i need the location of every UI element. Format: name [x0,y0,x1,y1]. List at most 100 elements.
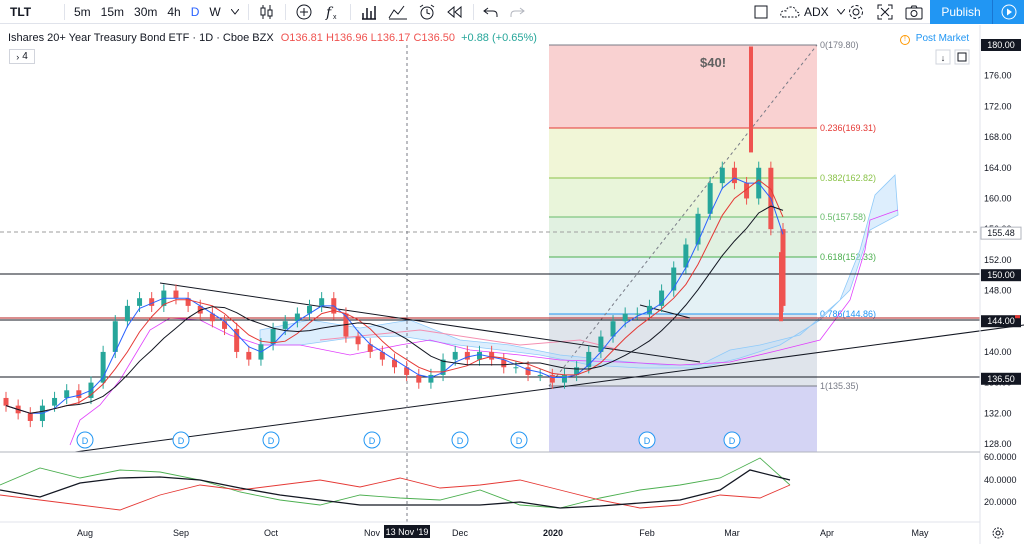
redo-button[interactable] [504,0,530,24]
chevron-right-icon: › [16,51,20,62]
fib-zone [549,257,817,314]
fib-zone [549,45,817,128]
dividend-marker [363,431,381,449]
time-tick: May [911,528,929,538]
svg-text:x: x [333,14,337,21]
interval-5m[interactable]: 5m [74,4,91,19]
financials-button[interactable] [355,0,383,24]
price-label-bg [981,39,1021,51]
settings-button[interactable] [842,0,870,24]
dividend-marker [76,431,94,449]
fib-label: 0(179.80) [820,40,859,50]
interval-15m[interactable]: 15m [100,4,125,19]
separator [247,3,249,20]
indicator-selector[interactable]: ADX [774,0,850,24]
trend-line [74,324,1024,453]
price-chart[interactable]: 0(179.80) 0.236(169.31) 0.382(162.82) 0.5(1… [0,25,1024,544]
symbol-name: Ishares 20+ Year Treasury Bond ETF · 1D … [8,32,274,44]
price-label-bg [981,269,1021,282]
candle [489,351,495,360]
candle [355,336,361,345]
price-tick: 164.00 [984,163,1012,173]
ma-fast-line [5,177,784,414]
plus-di-line [0,457,791,509]
candle [404,367,410,375]
price-change: +0.88 (+0.65%) [461,32,537,44]
dividend-label: D [457,436,464,446]
price-label: 144.00 [987,316,1015,326]
price-tick: 132.00 [984,408,1012,418]
intervals-dropdown[interactable] [226,0,244,24]
price-tick: 160.00 [984,193,1012,203]
price-tick: 168.00 [984,132,1012,142]
redo-icon [510,7,525,17]
cloud-span [69,209,899,446]
fib-label: 1(135.35) [820,381,859,391]
indicators-collapse-button[interactable]: › 4 [9,49,35,64]
plus-circle-icon [296,4,312,19]
fullscreen-toggle[interactable] [748,0,774,24]
dividend-label: D [729,436,736,446]
osc-tick: 40.0000 [984,475,1017,485]
gear-icon [992,527,1004,539]
publish-menu-button[interactable] [992,0,1024,24]
candle [683,244,689,268]
candle [27,413,33,421]
play-icon [1001,4,1016,20]
candle [779,252,783,322]
gear-icon-center [995,530,1001,536]
chart-style-button[interactable] [253,0,281,24]
candle [744,183,750,199]
alert-button[interactable] [413,0,441,24]
chevron-down-icon [836,8,845,15]
date-cursor-label: 13 Nov '19 [386,527,429,537]
time-tick: Mar [724,528,740,538]
time-tick: Nov [364,528,381,538]
time-tick: Sep [173,528,189,538]
dividend-label: D [268,436,275,446]
arrow-down-icon: ↓ [941,53,946,63]
interval-30m[interactable]: 30m [134,4,158,19]
publish-button[interactable]: Publish [930,0,992,24]
templates-button[interactable] [383,0,413,24]
rewind-icon [446,5,462,18]
price-tick: 128.00 [984,439,1012,449]
fullscreen-button[interactable] [872,0,898,24]
candle [270,328,276,345]
indicator-count: 4 [22,51,28,62]
date-cursor-bg [384,525,430,538]
undo-button[interactable] [478,0,504,24]
osc-tick: 60.0000 [984,452,1017,462]
candle [185,298,191,306]
candle [416,374,422,383]
interval-1d[interactable]: D [190,4,200,19]
candle [659,290,665,306]
candles-icon [260,4,273,19]
price-tick: 172.00 [984,101,1012,111]
templates-icon [388,5,407,19]
snapshot-button[interactable] [900,0,928,24]
candle [246,351,252,360]
interval-1w[interactable]: W [209,4,221,19]
price-label-bg [980,226,1022,240]
replay-button[interactable] [441,0,469,24]
post-market-badge[interactable]: ! Post Market [900,33,969,45]
trend-line [159,282,701,363]
svg-text:f: f [325,5,334,21]
candle [100,351,106,383]
candle [598,336,604,352]
symbol-search[interactable]: TLT [10,4,32,19]
candle [646,305,652,314]
cloud-icon [780,5,800,17]
price-label-bg [981,372,1021,385]
scale-settings-button [954,49,970,65]
interval-4h[interactable]: 4h [167,4,181,19]
gear-icon [849,4,863,19]
candle [549,374,555,383]
square-icon [754,5,768,18]
candle [3,397,9,406]
dividend-marker [172,431,190,449]
cloud-line [319,329,621,351]
compare-button[interactable] [290,0,318,24]
